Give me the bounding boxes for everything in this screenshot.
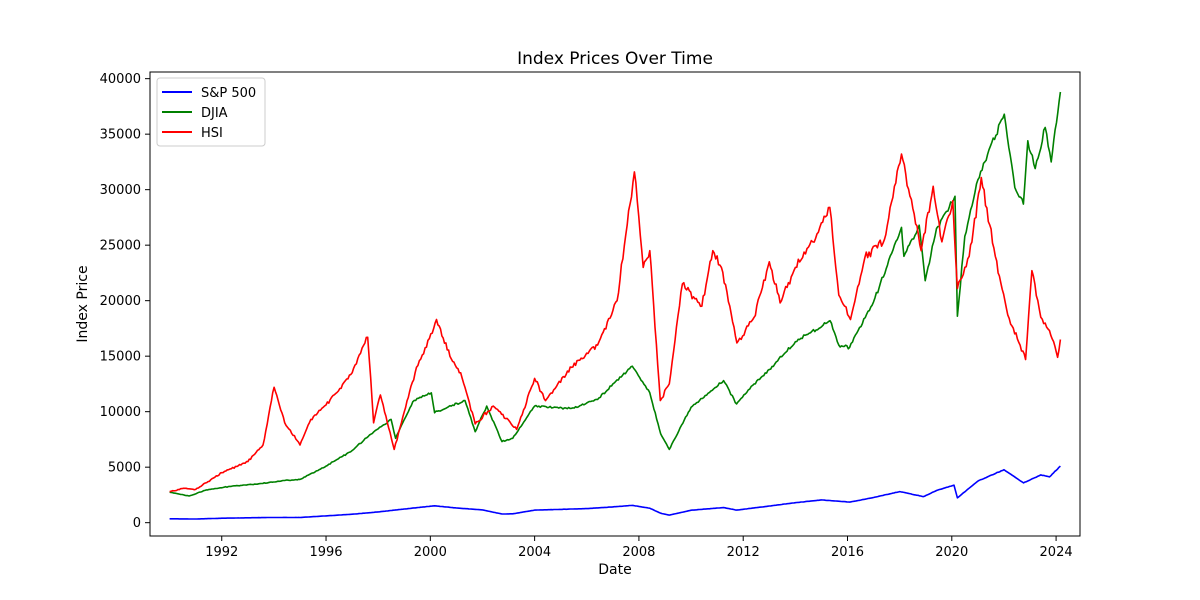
x-tick-label: 2004 <box>518 545 551 560</box>
x-tick-label: 2024 <box>1040 545 1073 560</box>
y-tick-label: 35000 <box>100 128 141 143</box>
x-tick-label: 1992 <box>205 545 238 560</box>
chart-title: Index Prices Over Time <box>517 49 713 69</box>
y-tick-label: 30000 <box>100 183 141 198</box>
legend-box <box>156 77 266 147</box>
x-axis-title: Date <box>598 562 631 578</box>
legend: S&P 500 DJIA HSI <box>156 77 266 147</box>
x-tick-label: 2000 <box>414 545 447 560</box>
x-tick-label: 2008 <box>622 545 655 560</box>
x-tick-label: 2012 <box>727 545 760 560</box>
legend-label-djia: DJIA <box>201 106 228 121</box>
legend-label-s-p-500: S&P 500 <box>201 86 256 101</box>
y-tick-label: 5000 <box>108 461 141 476</box>
x-tick-label: 2020 <box>935 545 968 560</box>
y-axis: 0 5000 10000 15000 20000 25000 30000 35000 40000 <box>100 72 150 531</box>
plot-lines <box>169 91 1062 520</box>
y-axis-title: Index Price <box>75 265 91 342</box>
y-tick-label: 20000 <box>100 294 141 309</box>
series-line-djia <box>169 91 1062 497</box>
y-tick-label: 40000 <box>100 72 141 87</box>
y-tick-label: 10000 <box>100 405 141 420</box>
x-axis: 1992 1996 2000 2004 2008 2012 2016 2020 2024 <box>205 536 1073 560</box>
y-tick-label: 15000 <box>100 350 141 365</box>
x-tick-label: 2016 <box>831 545 864 560</box>
y-tick-label: 25000 <box>100 239 141 254</box>
y-tick-label: 0 <box>133 516 141 531</box>
legend-label-hsi: HSI <box>201 126 223 141</box>
x-tick-label: 1996 <box>309 545 342 560</box>
series-line-hsi <box>169 153 1062 493</box>
series-line-s-p-500 <box>169 465 1061 520</box>
